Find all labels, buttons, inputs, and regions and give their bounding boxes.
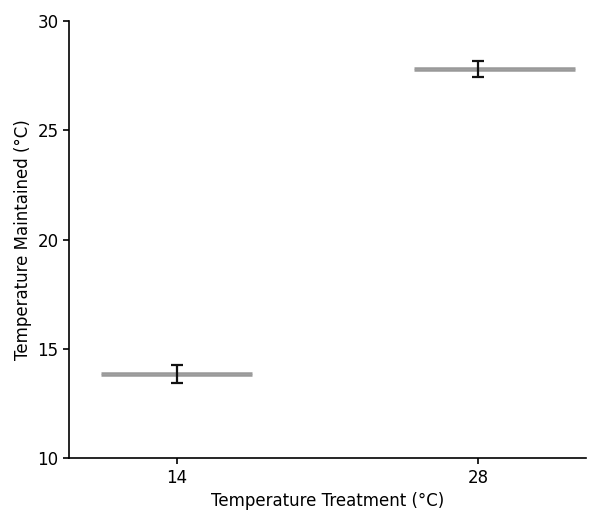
Y-axis label: Temperature Maintained (°C): Temperature Maintained (°C) bbox=[14, 119, 32, 360]
X-axis label: Temperature Treatment (°C): Temperature Treatment (°C) bbox=[211, 492, 444, 510]
